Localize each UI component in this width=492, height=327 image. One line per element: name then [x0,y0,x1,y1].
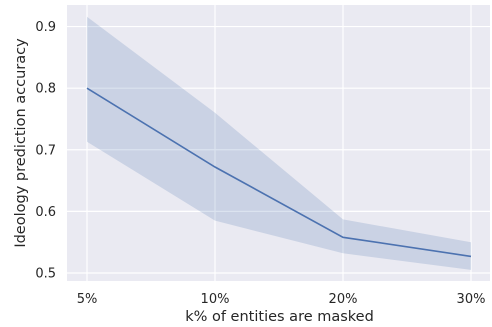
y-tick-label: 0.6 [35,205,56,220]
y-tick-label: 0.7 [35,143,56,158]
series-line [86,87,472,258]
y-tick-label: 0.8 [35,82,56,97]
y-axis-label: Ideology prediction accuracy [13,38,29,248]
confidence-band [87,16,471,270]
y-axis-ticks: 0.5 0.6 0.7 0.8 0.9 [35,20,56,281]
grid-lines [67,5,490,281]
x-tick-label: 30% [457,292,486,307]
x-tick-label: 20% [329,292,358,307]
x-axis-label: k% of entities are masked [185,309,374,325]
x-axis-ticks: 5% 10% 20% 30% [77,292,486,307]
plot-area [67,5,490,281]
x-tick-label: 5% [77,292,98,307]
x-tick-label: 10% [201,292,230,307]
y-tick-label: 0.5 [35,266,56,281]
y-tick-label: 0.9 [35,20,56,35]
